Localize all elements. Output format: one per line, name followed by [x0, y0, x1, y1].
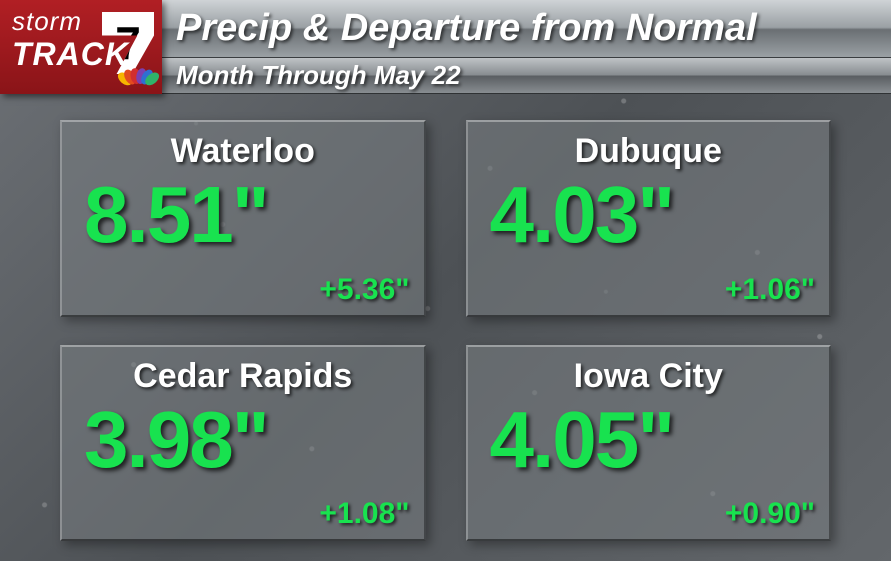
- graphic-title: Precip & Departure from Normal: [162, 0, 891, 58]
- graphic-subtitle: Month Through May 22: [162, 58, 891, 94]
- departure-value: +5.36": [319, 273, 409, 307]
- cards-grid: Waterloo 8.51" +5.36" Dubuque 4.03" +1.0…: [0, 110, 891, 551]
- city-label: Dubuque: [575, 132, 722, 171]
- logo-line1: storm: [12, 6, 82, 37]
- logo-line2: TRACK: [12, 36, 129, 73]
- departure-value: +0.90": [725, 497, 815, 531]
- departure-value: +1.06": [725, 273, 815, 307]
- title-block: Precip & Departure from Normal Month Thr…: [162, 0, 891, 94]
- precip-value: 8.51": [84, 175, 268, 255]
- city-label: Cedar Rapids: [133, 357, 352, 396]
- card-cedar-rapids: Cedar Rapids 3.98" +1.08": [60, 345, 426, 542]
- header: storm TRACK 7 Precip & Departure from No…: [0, 0, 891, 94]
- city-label: Waterloo: [171, 132, 315, 171]
- city-label: Iowa City: [574, 357, 723, 396]
- card-iowa-city: Iowa City 4.05" +0.90": [466, 345, 832, 542]
- storm-track-logo: storm TRACK 7: [0, 0, 162, 94]
- nbc-peacock-icon: [126, 68, 152, 88]
- card-waterloo: Waterloo 8.51" +5.36": [60, 120, 426, 317]
- precip-value: 4.05": [490, 400, 674, 480]
- precip-value: 3.98": [84, 400, 268, 480]
- departure-value: +1.08": [319, 497, 409, 531]
- card-dubuque: Dubuque 4.03" +1.06": [466, 120, 832, 317]
- precip-value: 4.03": [490, 175, 674, 255]
